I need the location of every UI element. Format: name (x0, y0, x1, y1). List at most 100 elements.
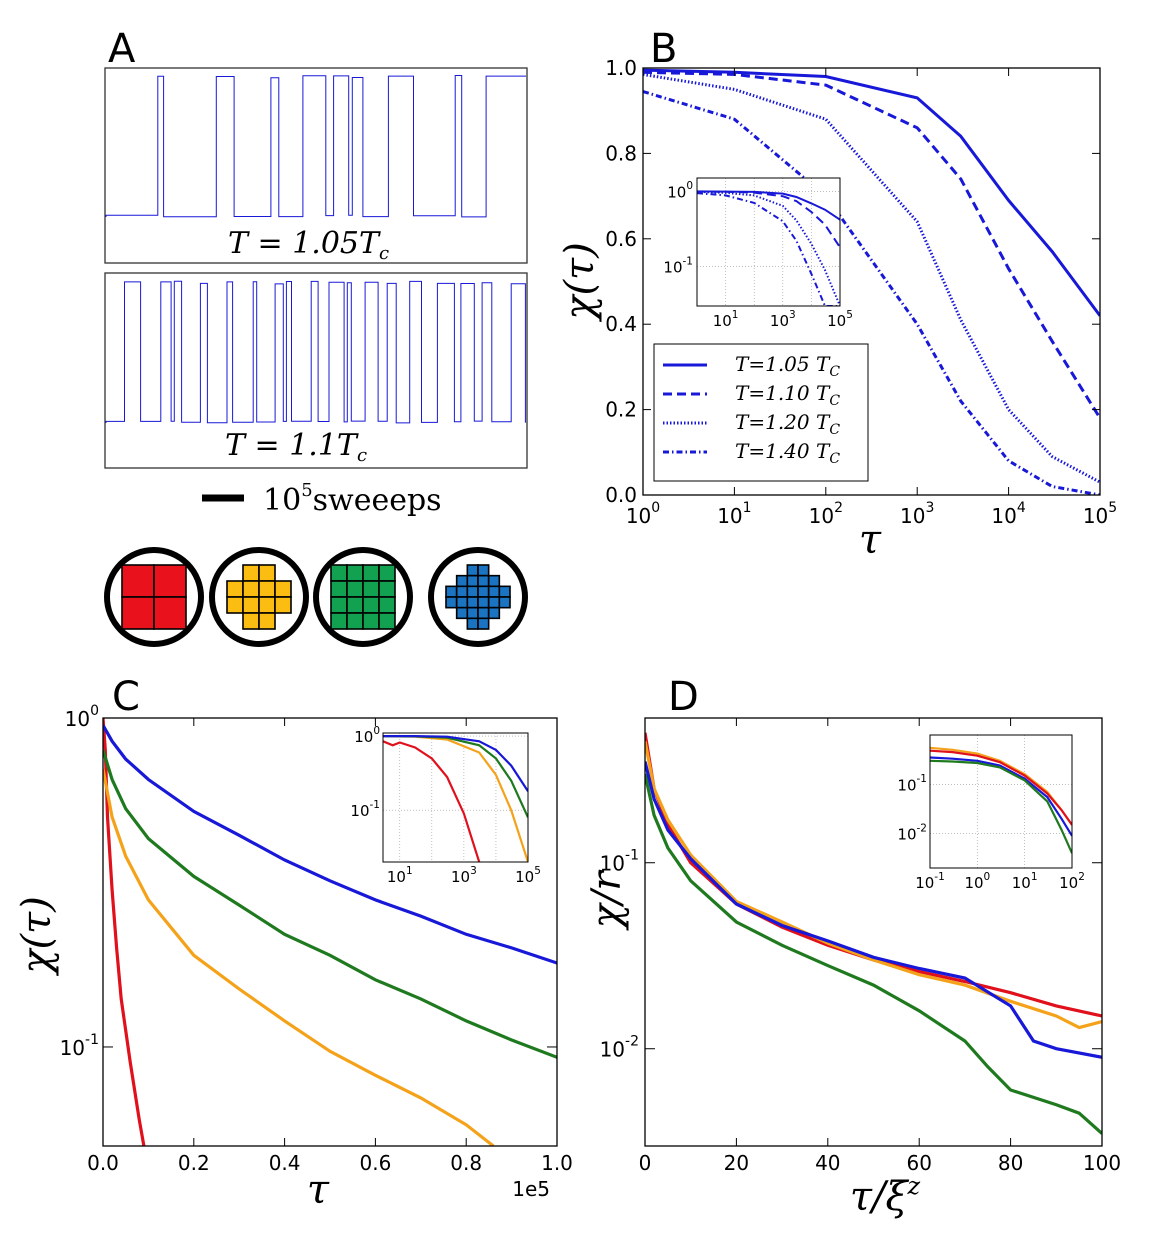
x-tick-label: 80 (998, 1151, 1023, 1175)
plaquette-cell (445, 596, 458, 609)
plaquette-cell (455, 574, 469, 588)
plaquette-cell (226, 596, 244, 614)
axes-frame (642, 67, 1101, 496)
plaquette-cell (378, 612, 396, 630)
panel-a-label: A (108, 26, 136, 72)
y-axis-label: χ(τ) (557, 242, 603, 323)
inset-x-tick-label: 105 (515, 865, 541, 886)
plaquette-cell (346, 564, 364, 582)
x-tick-label: 104 (991, 500, 1025, 528)
x-tick-label: 103 (900, 500, 934, 528)
trace2-label: T = 1.1Tc (225, 428, 367, 466)
plaquette-cell (121, 596, 155, 630)
plaquette-cell (455, 596, 469, 609)
trace1-label: T = 1.05Tc (228, 226, 389, 264)
plaquette-cell (455, 606, 469, 620)
y-tick-label: 1.0 (605, 56, 637, 80)
inset-line-blue (383, 735, 528, 792)
plaquette-cell (258, 580, 276, 598)
plaquette-cell (378, 580, 396, 598)
inset-line-blue (930, 756, 1072, 837)
plaquette-cross4-icon (209, 547, 309, 647)
y-tick-label: 0.8 (605, 141, 637, 165)
inset-y-tick-label: 10-1 (350, 799, 380, 820)
series-line-green (103, 749, 557, 1059)
plaquette-cell (498, 596, 511, 609)
axes-frame (929, 734, 1073, 869)
plaquette-cross6-icon (428, 547, 528, 647)
plaquette-cell (258, 564, 276, 582)
series-line-green (645, 773, 1102, 1135)
y-tick-label: 0.2 (605, 398, 637, 422)
panel-d-label: D (668, 674, 699, 720)
plaquette-2x2-icon (104, 547, 204, 647)
plaquette-cell (466, 574, 479, 588)
inset-x-tick-label: 101 (1012, 871, 1038, 892)
plaquette-cell (362, 564, 380, 582)
inset-y-tick-label: 10-1 (663, 255, 693, 276)
x-tick-label: 20 (724, 1151, 749, 1175)
inset-y-tick-label: 100 (354, 725, 380, 746)
inset-line-dashdot (697, 192, 840, 306)
panel-b-label: B (650, 26, 677, 72)
inset-x-tick-label: 100 (964, 871, 990, 892)
y-tick-label: 0.4 (605, 312, 637, 336)
x-tick-label: 100 (1083, 1151, 1121, 1175)
series-line-dashed (643, 70, 1100, 419)
plaquette-cell (477, 574, 490, 588)
x-tick-label: 40 (815, 1151, 840, 1175)
axes-frame (696, 177, 841, 307)
panel-c-chart: 0.0 0.2 0.4 0.6 0.8 1.0 100 10-1 1e5 τ χ(τ) 101 103 1… (14, 703, 573, 1213)
plaquette-cell (477, 564, 490, 577)
y-tick-label: 10-1 (600, 848, 639, 876)
scale-bar-label: 105sweeeps (263, 480, 442, 518)
legend-entry: T=1.10 TC (735, 381, 840, 409)
inset-bg (697, 178, 840, 306)
plaquette-cell (330, 596, 348, 614)
plaquette-cell (477, 585, 490, 598)
plaquette-cell (330, 612, 348, 630)
plaquette-cell (362, 580, 380, 598)
x-tick-label: 0.4 (269, 1151, 301, 1175)
series-line-blue (645, 761, 1102, 1059)
y-tick-label: 10-1 (60, 1032, 99, 1060)
panel-b-chart: 100 101 102 103 104 105 0.0 0.2 0.4 0.6 0.8 1.0 τ χ(τ… (557, 56, 1117, 563)
trace1-frame (104, 67, 528, 264)
plaquette-cell (487, 596, 501, 609)
plaquette-cell (121, 564, 155, 598)
legend-entry: T=1.20 TC (735, 410, 840, 438)
legend-box (653, 343, 869, 482)
series-line-solid (643, 68, 1100, 317)
plaquette-cell (362, 612, 380, 630)
x-axis-label: τ (307, 1167, 330, 1213)
y-tick-label: 10-2 (600, 1034, 639, 1062)
plaquette-4x4-icon (313, 547, 413, 647)
plaquette-cell (346, 612, 364, 630)
y-axis-label: χ/r (584, 869, 630, 932)
axes-frame (102, 717, 558, 1147)
inset-x-tick-label: 10-1 (915, 871, 945, 892)
x-tick-label: 0 (639, 1151, 652, 1175)
plaquette-cell (242, 580, 260, 598)
plaquette-cell (330, 580, 348, 598)
x-multiplier: 1e5 (512, 1177, 550, 1201)
inset-x-tick-label: 103 (770, 309, 796, 330)
plaquette-cell (226, 580, 244, 598)
inset-x-tick-label: 101 (713, 309, 739, 330)
plaquette-cell (378, 564, 396, 582)
series-line-red (645, 732, 1102, 1018)
axes-frame (644, 717, 1103, 1147)
plaquette-cell (466, 564, 479, 577)
panel-c-label: C (112, 674, 140, 720)
y-tick-label: 0.0 (605, 483, 637, 507)
inset-line-dashed (697, 190, 840, 248)
plaquette-cell (445, 585, 458, 598)
plaquette-cell (242, 612, 260, 630)
inset-y-tick-label: 10-2 (897, 822, 927, 843)
inset-x-tick-label: 105 (827, 309, 853, 330)
x-tick-label: 1.0 (541, 1151, 573, 1175)
plaquette-cell (242, 596, 260, 614)
x-tick-label: 0.0 (87, 1151, 119, 1175)
